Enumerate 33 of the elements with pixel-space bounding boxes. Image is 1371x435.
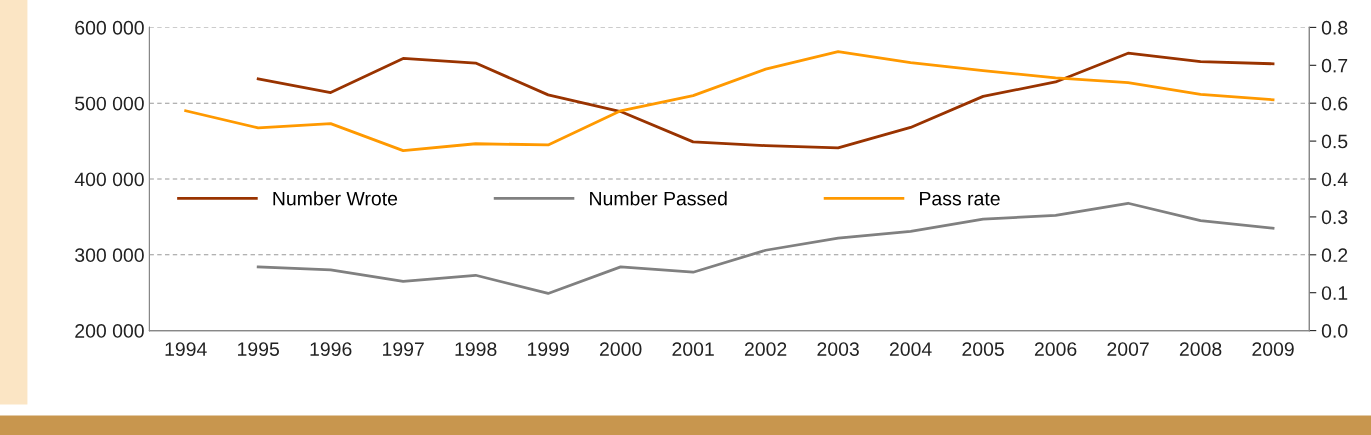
x-tick-label: 2002 (744, 342, 787, 356)
y2-tick-label: 0.7 (1321, 58, 1348, 73)
x-tick-label: 1994 (165, 342, 207, 356)
y2-tick-label: 0.2 (1321, 248, 1348, 263)
x-tick-label: 2009 (1252, 342, 1294, 356)
x-tick-label: 2004 (889, 342, 932, 356)
y2-tick-label: 0.0 (1321, 324, 1348, 338)
x-tick-label: 2000 (599, 342, 642, 356)
y2-tick-label: 0.1 (1321, 286, 1348, 300)
y-tick-label: 600 000 (75, 20, 144, 35)
y2-tick-label: 0.6 (1321, 96, 1348, 111)
y-tick-label: 300 000 (75, 248, 144, 263)
legend-label: Number Passed (590, 191, 727, 206)
x-tick-label: 2006 (1034, 342, 1077, 356)
y-tick-label: 400 000 (74, 172, 144, 187)
x-tick-label: 1997 (383, 342, 424, 356)
x-tick-label: 2003 (817, 342, 859, 356)
x-tick-label: 1998 (455, 342, 497, 356)
x-tick-label: 2008 (1179, 342, 1222, 356)
x-tick-label: 2007 (1107, 342, 1149, 356)
y2-tick-label: 0.5 (1321, 134, 1348, 149)
x-tick-label: 2005 (962, 342, 1004, 356)
y2-tick-label: 0.3 (1321, 210, 1348, 225)
legend-label: Pass rate (920, 191, 1000, 206)
x-tick-label: 1996 (310, 342, 352, 356)
x-tick-label: 1999 (528, 342, 569, 356)
y-tick-label: 500 000 (75, 96, 144, 111)
y2-tick-label: 0.8 (1321, 20, 1348, 35)
legend-label: Number Wrote (273, 191, 398, 206)
x-tick-label: 2001 (672, 342, 714, 356)
y-tick-label: 200 000 (75, 324, 144, 338)
x-tick-label: 1995 (238, 342, 279, 356)
y2-tick-label: 0.4 (1321, 172, 1348, 187)
